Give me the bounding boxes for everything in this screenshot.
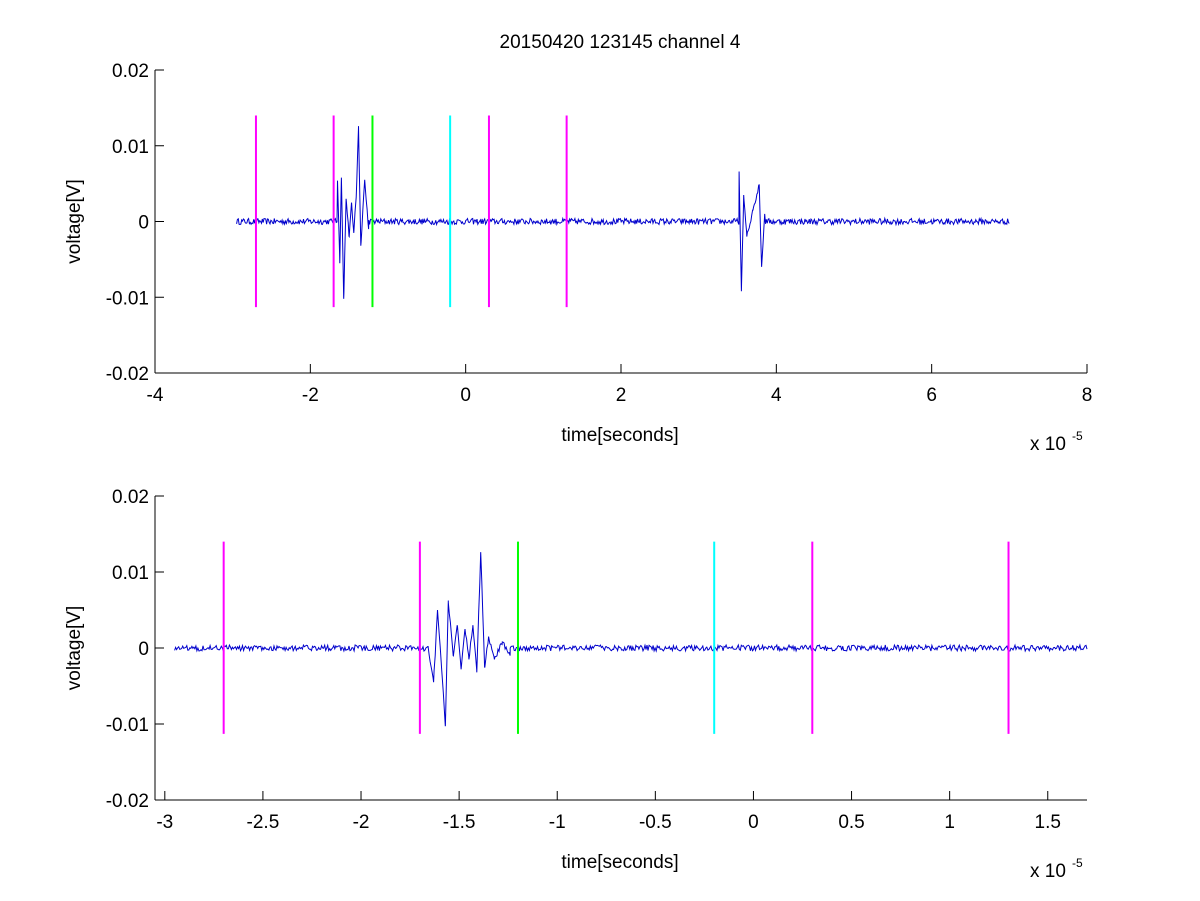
x-tick-label: 4: [771, 385, 782, 406]
y-tick-label: -0.01: [106, 288, 149, 309]
y-tick-label: 0.02: [112, 487, 149, 508]
bottom-axes: -0.02 -0.01 0 0.01 0.02 -3 -2.5 -2 -1.5 -1 -0.5 0 0.…: [64, 487, 1088, 882]
x-tick-label: 0: [460, 385, 471, 406]
y-tick-label: 0.01: [112, 563, 149, 584]
x-tick-label: -2: [302, 385, 319, 406]
x-tick-label: -0.5: [639, 812, 672, 833]
x-axis-label: time[seconds]: [561, 425, 678, 446]
x-tick-label: 0.5: [838, 812, 864, 833]
x-tick-label: -1.5: [443, 812, 476, 833]
x-tick-label: -4: [147, 385, 164, 406]
y-tick-label: 0: [138, 639, 149, 660]
x-tick-label: 1.5: [1035, 812, 1061, 833]
x-tick-label: -2.5: [247, 812, 280, 833]
x-axis-label: time[seconds]: [561, 852, 678, 873]
y-tick-label: -0.02: [106, 791, 149, 812]
signal-trace: [174, 552, 1088, 727]
y-tick-label: -0.01: [106, 715, 149, 736]
x-multiplier-label: x 10: [1030, 861, 1066, 882]
x-multiplier-label: x 10: [1030, 434, 1066, 455]
signal-trace: [236, 126, 1010, 299]
x-multiplier-exponent: -5: [1072, 856, 1083, 870]
y-axis-label: voltage[V]: [64, 606, 85, 691]
x-tick-label: 0: [748, 812, 759, 833]
x-tick-label: 6: [926, 385, 937, 406]
x-tick-label: -3: [156, 812, 173, 833]
top-axes: -0.02 -0.01 0 0.01 0.02 -4 -2 0 2 4 6 8 time[seconds…: [64, 61, 1092, 455]
figure-title: 20150420 123145 channel 4: [500, 32, 741, 53]
y-tick-label: -0.02: [106, 364, 149, 385]
y-tick-label: 0.01: [112, 137, 149, 158]
x-multiplier-exponent: -5: [1072, 429, 1083, 443]
y-axis-label: voltage[V]: [64, 179, 85, 264]
x-tick-label: 8: [1082, 385, 1093, 406]
x-tick-label: 2: [616, 385, 627, 406]
x-tick-label: 1: [944, 812, 955, 833]
y-tick-label: 0.02: [112, 61, 149, 82]
x-tick-label: -1: [549, 812, 566, 833]
y-tick-label: 0: [138, 213, 149, 234]
x-tick-label: -2: [353, 812, 370, 833]
